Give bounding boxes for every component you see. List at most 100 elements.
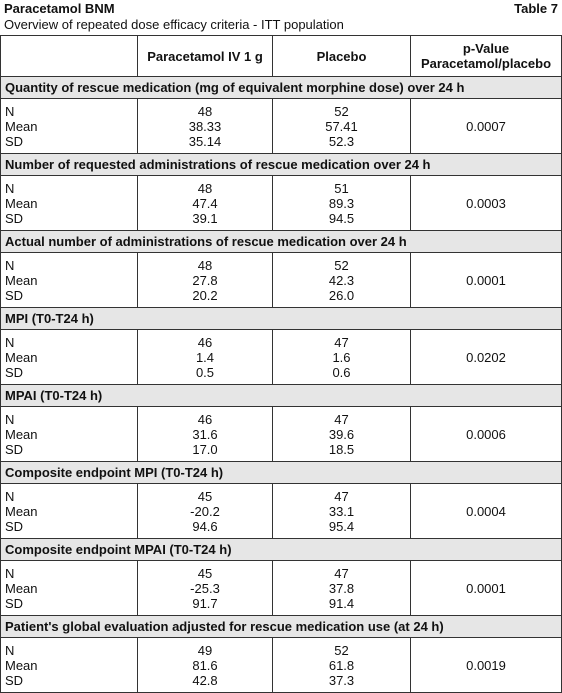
label-cell: N Mean SD: [0, 560, 138, 616]
section-title: Patient's global evaluation adjusted for…: [0, 615, 562, 638]
stat-label: Mean: [5, 657, 38, 673]
stat-value: 94.6: [192, 518, 218, 534]
stat-value: 61.8: [328, 657, 355, 673]
value-cell: 52 42.3 26.0: [272, 252, 411, 308]
value-cell: 52 57.41 52.3: [272, 98, 411, 154]
value-cell: 47 37.8 91.4: [272, 560, 411, 616]
stat-label: N: [5, 411, 15, 427]
stat-value: 46: [197, 411, 213, 427]
stat-label: SD: [5, 518, 24, 534]
stat-label: Mean: [5, 580, 38, 596]
stat-value: 33.1: [328, 503, 355, 519]
stat-value: 52: [334, 103, 349, 119]
stat-label: Mean: [5, 272, 38, 288]
stat-value: 0.5: [195, 364, 215, 380]
stat-value: 91.7: [192, 595, 218, 611]
stat-label: Mean: [5, 118, 38, 134]
p-value: 0.0019: [410, 637, 562, 693]
stat-value: 39.6: [328, 426, 355, 442]
data-row: N Mean SD 49 81.6 42.8 52 61.8 37.3 0.0019: [0, 637, 562, 693]
data-row: N Mean SD 46 1.4 0.5 47 1.6 0.6 0.0202: [0, 329, 562, 385]
stat-value: 45: [197, 565, 213, 581]
stat-value: 39.1: [192, 210, 218, 226]
stat-value: 0.6: [332, 364, 351, 380]
stat-value: 51: [334, 180, 349, 196]
header-cell: p-Value Paracetamol/placebo: [410, 35, 562, 77]
data-row: N Mean SD 46 31.6 17.0 47 39.6 18.5 0.0006: [0, 406, 562, 462]
value-cell: 45 -25.3 91.7: [137, 560, 273, 616]
section-title-row: MPAI (T0-T24 h): [0, 384, 562, 407]
label-cell: N Mean SD: [0, 98, 138, 154]
value-cell: 47 33.1 95.4: [272, 483, 411, 539]
stat-value: 47.4: [192, 195, 218, 211]
label-cell: N Mean SD: [0, 252, 138, 308]
stat-value: 26.0: [328, 287, 355, 303]
data-row: N Mean SD 45 -20.2 94.6 47 33.1 95.4 0.0004: [0, 483, 562, 539]
value-cell: 46 1.4 0.5: [137, 329, 273, 385]
header-cell: Placebo: [272, 35, 411, 77]
stat-value: 1.6: [332, 349, 351, 365]
value-cell: 48 27.8 20.2: [137, 252, 273, 308]
header-cell: [0, 35, 138, 77]
value-cell: 48 47.4 39.1: [137, 175, 273, 231]
section-title: Composite endpoint MPI (T0-T24 h): [0, 461, 562, 484]
value-cell: 45 -20.2 94.6: [137, 483, 273, 539]
value-cell: 52 61.8 37.3: [272, 637, 411, 693]
stat-label: SD: [5, 441, 24, 457]
section-title-row: MPI (T0-T24 h): [0, 307, 562, 330]
data-row: N Mean SD 45 -25.3 91.7 47 37.8 91.4 0.0001: [0, 560, 562, 616]
stat-label: N: [5, 334, 15, 350]
stat-value: 57.41: [325, 118, 358, 134]
stat-label: N: [5, 565, 15, 581]
stat-label: SD: [5, 287, 24, 303]
stat-value: 81.6: [192, 657, 218, 673]
stat-value: 42.8: [192, 672, 218, 688]
stat-value: -25.3: [190, 580, 220, 596]
label-cell: N Mean SD: [0, 637, 138, 693]
section-title: Quantity of rescue medication (mg of equ…: [0, 76, 562, 99]
section-title-row: Quantity of rescue medication (mg of equ…: [0, 76, 562, 99]
header-line: p-Value: [462, 41, 510, 56]
p-value: 0.0202: [410, 329, 562, 385]
stat-label: SD: [5, 364, 24, 380]
section-title-row: Patient's global evaluation adjusted for…: [0, 615, 562, 638]
label-cell: N Mean SD: [0, 329, 138, 385]
stat-value: 37.8: [328, 580, 355, 596]
stat-value: 37.3: [328, 672, 355, 688]
stat-label: SD: [5, 672, 24, 688]
stat-value: 18.5: [328, 441, 355, 457]
p-value: 0.0006: [410, 406, 562, 462]
p-value: 0.0004: [410, 483, 562, 539]
stat-label: Mean: [5, 195, 38, 211]
section-title-row: Composite endpoint MPI (T0-T24 h): [0, 461, 562, 484]
stat-value: 48: [197, 180, 213, 196]
stat-value: 38.33: [188, 118, 222, 134]
header-line: Paracetamol/placebo: [420, 56, 552, 71]
section-title-row: Actual number of administrations of resc…: [0, 230, 562, 253]
stat-value: 49: [197, 642, 213, 658]
stat-label: N: [5, 488, 15, 504]
section-title: Actual number of administrations of resc…: [0, 230, 562, 253]
results-table: Paracetamol IV 1 g Placebo p-Value Parace…: [0, 35, 562, 693]
stat-value: 35.14: [188, 133, 222, 149]
stat-value: 17.0: [192, 441, 218, 457]
stat-label: Mean: [5, 426, 38, 442]
label-cell: N Mean SD: [0, 175, 138, 231]
p-value: 0.0001: [410, 252, 562, 308]
stat-value: 91.4: [328, 595, 355, 611]
section-title: MPAI (T0-T24 h): [0, 384, 562, 407]
header-row: Paracetamol IV 1 g Placebo p-Value Parace…: [0, 35, 562, 77]
value-cell: 49 81.6 42.8: [137, 637, 273, 693]
stat-label: N: [5, 180, 15, 196]
stat-value: 47: [334, 411, 349, 427]
stat-value: 95.4: [328, 518, 355, 534]
data-row: N Mean SD 48 38.33 35.14 52 57.41 52.3 0.0007: [0, 98, 562, 154]
section-title-row: Composite endpoint MPAI (T0-T24 h): [0, 538, 562, 561]
stat-value: 48: [197, 103, 213, 119]
value-cell: 46 31.6 17.0: [137, 406, 273, 462]
label-cell: N Mean SD: [0, 483, 138, 539]
section-title-row: Number of requested administrations of r…: [0, 153, 562, 176]
p-value: 0.0007: [410, 98, 562, 154]
value-cell: 51 89.3 94.5: [272, 175, 411, 231]
